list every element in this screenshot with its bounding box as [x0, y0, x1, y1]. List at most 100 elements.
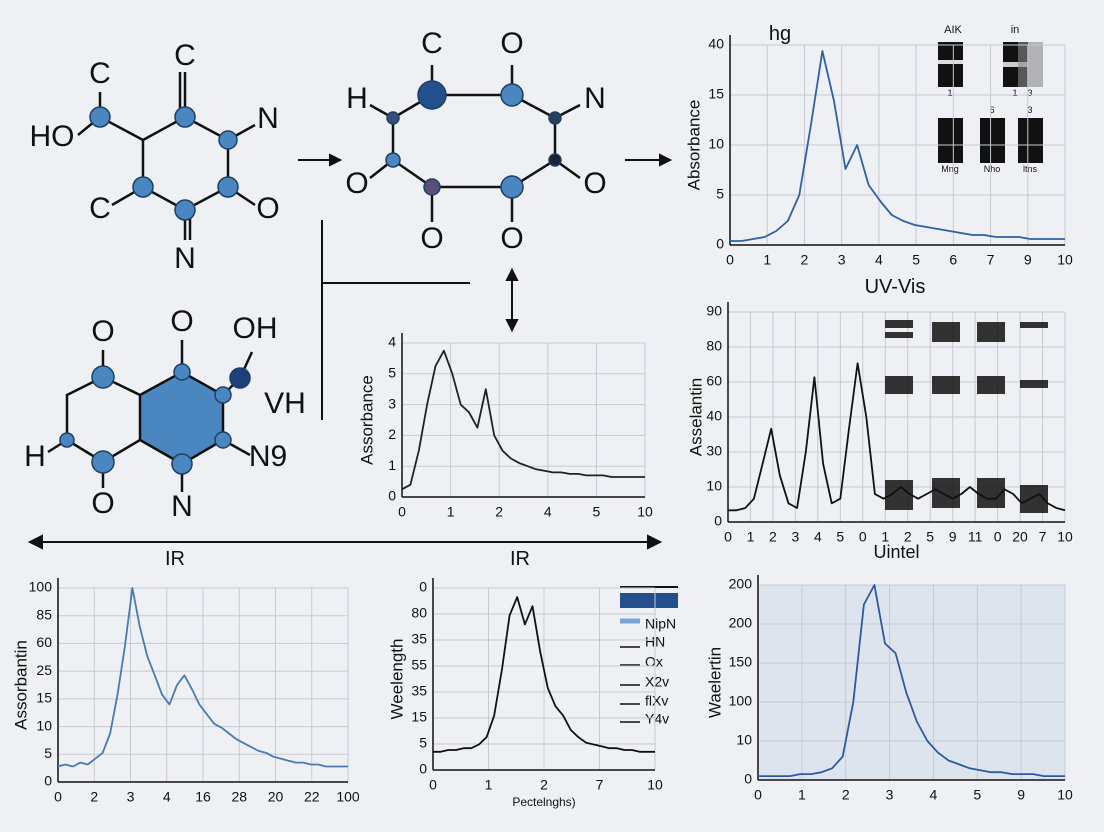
- x-tick-label: 100: [336, 789, 360, 805]
- y-tick-label: 15: [411, 709, 427, 725]
- x-tick-label: 7: [987, 252, 995, 268]
- x-tick-label: 4: [163, 789, 171, 805]
- y-tick-label: 40: [708, 36, 724, 52]
- x-tick-label: 5: [926, 529, 934, 545]
- y-tick-label: 0: [44, 773, 52, 789]
- x-tick-label: 2: [904, 529, 912, 545]
- y-tick-label: 5: [388, 365, 396, 381]
- atom-label: O: [345, 167, 368, 200]
- y-tick-label: 90: [706, 303, 722, 319]
- y-axis-label: Weelength: [387, 639, 406, 720]
- x-tick-label: 3: [886, 787, 894, 803]
- y-tick-label: 5: [44, 745, 52, 761]
- y-tick-label: 10: [706, 478, 722, 494]
- x-tick-label: 0: [859, 529, 867, 545]
- atom-label: N: [584, 82, 606, 115]
- y-tick-label: 100: [29, 579, 53, 595]
- x-tick-label: 2: [842, 787, 850, 803]
- y-tick-label: 80: [411, 605, 427, 621]
- legend-name: Nho: [984, 164, 1001, 174]
- y-tick-label: 2: [388, 426, 396, 442]
- x-tick-label: 1: [881, 529, 889, 545]
- plot-background: [758, 585, 1065, 780]
- atom-label: O: [500, 222, 523, 255]
- y-tick-label: 0: [714, 513, 722, 529]
- x-tick-label: 2: [495, 504, 503, 520]
- x-tick-label: 5: [973, 787, 981, 803]
- atom-label: N: [257, 102, 279, 135]
- x-tick-label: 0: [726, 252, 734, 268]
- y-tick-label: 40: [706, 408, 722, 424]
- y-tick-label: 25: [36, 662, 52, 678]
- gel-band: [932, 478, 960, 508]
- x-tick-label: 9: [1024, 252, 1032, 268]
- gel-band: [885, 320, 913, 328]
- x-tick-label: 5: [593, 504, 601, 520]
- x-axis-label: Uintel: [873, 542, 919, 562]
- legend-header: AIK: [944, 24, 962, 36]
- x-tick-label: 4: [930, 787, 938, 803]
- y-tick-label: 0: [419, 761, 427, 777]
- atom-label: C: [421, 27, 443, 60]
- legend-number: 1: [1012, 88, 1017, 98]
- legend-number: 6: [989, 105, 994, 115]
- atom-label: C: [174, 39, 196, 72]
- x-tick-label: 6: [949, 252, 957, 268]
- x-tick-label: 5: [912, 252, 920, 268]
- x-tick-label: 1: [798, 787, 806, 803]
- molecule: C O H N O O O O: [345, 27, 606, 255]
- y-tick-label: 60: [36, 634, 52, 650]
- y-tick-label: 15: [708, 86, 724, 102]
- y-tick-label: 30: [706, 443, 722, 459]
- chart-title: IR: [165, 548, 185, 570]
- x-tick-label: 10: [637, 504, 653, 520]
- legend-label: flXv: [645, 693, 668, 709]
- spectrum-line: [433, 596, 655, 753]
- legend-label: Y4v: [645, 711, 669, 727]
- x-tick-label: 7: [596, 777, 604, 793]
- x-tick-label: 10: [1057, 529, 1073, 545]
- atom-label: C: [89, 192, 111, 225]
- chart: 100 85 60 25 15 10 5 00 2 3 4 16 28 20 22 100 IR Assorban…: [11, 548, 359, 805]
- y-tick-label: 200: [729, 615, 753, 631]
- spectrum-line: [730, 50, 1065, 242]
- spectrum-line: [57, 587, 348, 768]
- molecule: O O OH VH H N9 O N: [24, 305, 306, 523]
- atom-label: H: [24, 440, 46, 473]
- gel-band: [885, 376, 913, 394]
- y-tick-label: 10: [708, 136, 724, 152]
- y-axis-label: Absorbance: [684, 100, 703, 191]
- chart-title: hg: [769, 23, 791, 45]
- x-tick-label: 9: [949, 529, 957, 545]
- atom-label: HO: [30, 120, 75, 153]
- y-tick-label: 1: [388, 457, 396, 473]
- y-tick-label: 35: [411, 683, 427, 699]
- y-axis-label: Assorbance: [357, 375, 376, 465]
- atom-label: O: [91, 315, 114, 348]
- x-tick-label: 2: [90, 789, 98, 805]
- x-tick-label: 0: [754, 787, 762, 803]
- x-tick-label: 0: [398, 504, 406, 520]
- y-axis-label: Assorbantin: [11, 640, 30, 730]
- x-tick-label: 4: [544, 504, 552, 520]
- chart-title: UV-Vis: [865, 276, 926, 298]
- x-tick-label: 3: [838, 252, 846, 268]
- gel-band: [885, 332, 913, 338]
- x-tick-label: 22: [304, 789, 320, 805]
- y-tick-label: 60: [706, 373, 722, 389]
- gel-band: [1020, 380, 1048, 388]
- x-tick-label: 4: [875, 252, 883, 268]
- atom-label: OH: [233, 312, 278, 345]
- x-tick-label: 2: [540, 777, 548, 793]
- gel-band: [1020, 322, 1048, 328]
- x-tick-label: 1: [447, 504, 455, 520]
- x-tick-label: 28: [231, 789, 247, 805]
- x-tick-label: 0: [724, 529, 732, 545]
- y-tick-label: 35: [411, 631, 427, 647]
- gel-band: [932, 376, 960, 394]
- atom-label: O: [420, 222, 443, 255]
